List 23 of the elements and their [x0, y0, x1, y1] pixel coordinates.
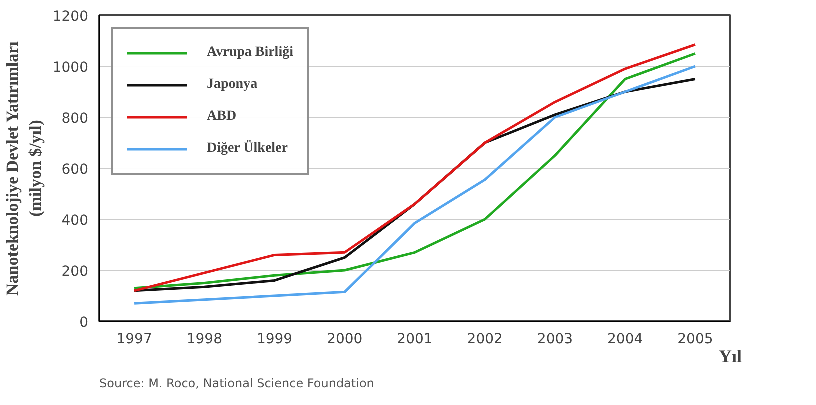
x-axis-title: Yıl — [719, 346, 742, 366]
y-tick-label: 1200 — [52, 9, 89, 25]
x-tick-label: 1999 — [256, 332, 293, 348]
legend-label: Avrupa Birliği — [207, 45, 294, 61]
x-tick-label: 1998 — [186, 332, 222, 348]
x-tick-label: 2001 — [397, 332, 433, 348]
x-tick-label: 2005 — [678, 332, 714, 348]
y-tick-label: 1000 — [52, 60, 89, 76]
legend-label: ABD — [207, 109, 237, 125]
legend-label: Japonya — [207, 77, 258, 93]
x-tick-label: 2004 — [608, 332, 644, 348]
x-tick-label: 2000 — [327, 332, 363, 348]
legend-label: Diğer Ülkeler — [207, 141, 288, 157]
source-note: Source: M. Roco, National Science Foundation — [100, 376, 374, 390]
y-tick-label: 400 — [62, 213, 89, 229]
x-tick-label: 2002 — [467, 332, 503, 348]
y-tick-label: 0 — [80, 315, 89, 331]
x-tick-label: 2003 — [537, 332, 574, 348]
y-tick-label: 200 — [62, 264, 89, 280]
x-tick-label: 1997 — [116, 332, 152, 348]
y-tick-label: 600 — [62, 162, 89, 178]
y-tick-label: 800 — [62, 111, 89, 127]
y-axis-title: Nanoteknolojiye Devlet Yatırımları (milyon $/yıl) — [3, 41, 45, 296]
